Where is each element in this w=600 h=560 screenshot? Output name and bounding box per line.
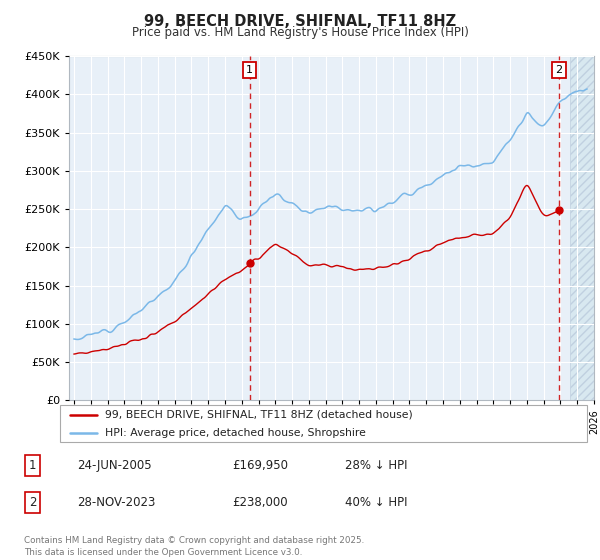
Text: Contains HM Land Registry data © Crown copyright and database right 2025.
This d: Contains HM Land Registry data © Crown c… [24, 536, 364, 557]
Bar [570, 56, 594, 400]
Text: 2: 2 [29, 496, 36, 509]
Text: 1: 1 [29, 459, 36, 472]
Text: 99, BEECH DRIVE, SHIFNAL, TF11 8HZ: 99, BEECH DRIVE, SHIFNAL, TF11 8HZ [144, 14, 456, 29]
Text: 1: 1 [247, 65, 253, 75]
Text: 24-JUN-2005: 24-JUN-2005 [77, 459, 152, 472]
Text: 99, BEECH DRIVE, SHIFNAL, TF11 8HZ (detached house): 99, BEECH DRIVE, SHIFNAL, TF11 8HZ (deta… [105, 410, 413, 419]
Text: Price paid vs. HM Land Registry's House Price Index (HPI): Price paid vs. HM Land Registry's House … [131, 26, 469, 39]
Text: 28-NOV-2023: 28-NOV-2023 [77, 496, 156, 509]
Text: HPI: Average price, detached house, Shropshire: HPI: Average price, detached house, Shro… [105, 428, 366, 438]
Text: 2: 2 [556, 65, 563, 75]
FancyBboxPatch shape [59, 405, 587, 442]
Text: 40% ↓ HPI: 40% ↓ HPI [346, 496, 408, 509]
Text: £238,000: £238,000 [233, 496, 289, 509]
Text: £169,950: £169,950 [233, 459, 289, 472]
Text: 28% ↓ HPI: 28% ↓ HPI [346, 459, 408, 472]
